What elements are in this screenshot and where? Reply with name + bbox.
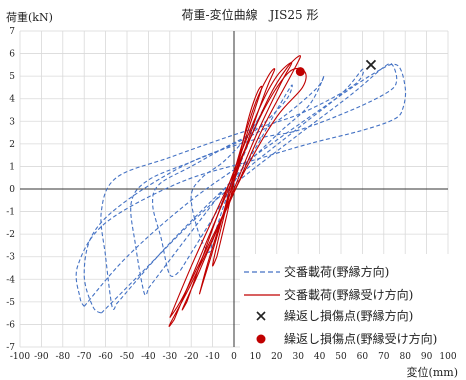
series-0-loop-4 — [83, 62, 398, 314]
y-tick-label: 2 — [9, 140, 15, 150]
y-tick-label: 3 — [9, 117, 15, 127]
series-1 — [168, 55, 307, 327]
x-tick-label: 10 — [250, 352, 262, 362]
x-tick-label: -10 — [205, 352, 220, 362]
y-tick-label: 6 — [9, 50, 15, 60]
series-1-loop-4 — [169, 67, 307, 318]
x-tick-label: 20 — [271, 352, 283, 362]
y-tick-label: -6 — [6, 320, 15, 330]
x-tick-label: 50 — [335, 352, 347, 362]
x-tick-label: -30 — [163, 352, 178, 362]
x-tick-label: 80 — [399, 352, 411, 362]
x-tick-label: 30 — [292, 352, 304, 362]
y-tick-label: 5 — [9, 72, 15, 82]
y-tick-label: -4 — [6, 275, 15, 285]
y-tick-label: -3 — [6, 253, 15, 263]
y-tick-label: 1 — [9, 162, 15, 172]
x-tick-label: -60 — [98, 352, 113, 362]
series-1-loop-3 — [168, 55, 301, 327]
y-axis-title: 荷重(kN) — [6, 10, 53, 24]
y-tick-label: -5 — [6, 298, 15, 308]
y-tick-label: -7 — [6, 343, 15, 353]
x-tick-label: -20 — [184, 352, 199, 362]
damage-point-x-marker — [365, 59, 377, 70]
x-tick-label: 0 — [231, 352, 237, 362]
legend-box — [240, 254, 456, 350]
damage-point-circle-marker — [295, 67, 305, 77]
red-circle-marker-icon — [256, 334, 266, 344]
series-0-loop-0 — [190, 106, 265, 253]
legend: 交番載荷(野縁方向) 交番載荷(野縁受け方向) 繰返し損傷点(野縁方向) 繰返し… — [240, 254, 456, 350]
y-tick-label: -1 — [6, 208, 15, 218]
series-1-loop-0 — [212, 85, 263, 267]
x-tick-label: 100 — [439, 352, 456, 362]
series-0-loop-1 — [152, 84, 293, 277]
marker-layer — [295, 59, 377, 77]
legend-label-3: 繰返し損傷点(野縁受け方向) — [284, 331, 437, 346]
x-tick-label: -50 — [120, 352, 135, 362]
chart-title: 荷重-変位曲線 JIS25 形 — [182, 7, 319, 22]
x-tick-label: -40 — [141, 352, 156, 362]
legend-label-1: 交番載荷(野縁受け方向) — [284, 287, 413, 302]
x-axis-title: 変位(mm) — [407, 365, 458, 379]
x-marker-icon — [256, 311, 266, 321]
x-tick-label: -80 — [56, 352, 71, 362]
x-tick-label: 70 — [378, 352, 390, 362]
x-tick-label: 60 — [357, 352, 369, 362]
series-layer — [75, 55, 407, 327]
y-tick-label: 0 — [9, 185, 15, 195]
x-tick-label: -70 — [77, 352, 92, 362]
x-tick-label: -90 — [34, 352, 49, 362]
series-0-loop-5 — [75, 63, 407, 307]
y-tick-label: 7 — [9, 27, 15, 37]
legend-label-2: 繰返し損傷点(野縁方向) — [284, 308, 413, 323]
y-tick-label: 4 — [9, 95, 15, 105]
x-tick-label: 40 — [314, 352, 326, 362]
series-0-loop-2 — [130, 75, 325, 296]
x-tick-label: 90 — [421, 352, 433, 362]
y-tick-label: -2 — [6, 230, 15, 240]
x-tick-label: -100 — [10, 352, 30, 362]
tick-labels: -100 -90 -80 -70 -60 -50 -40 -30 -20 -10 0 10 20 30 40… — [6, 27, 457, 362]
legend-label-0: 交番載荷(野縁方向) — [284, 264, 389, 279]
